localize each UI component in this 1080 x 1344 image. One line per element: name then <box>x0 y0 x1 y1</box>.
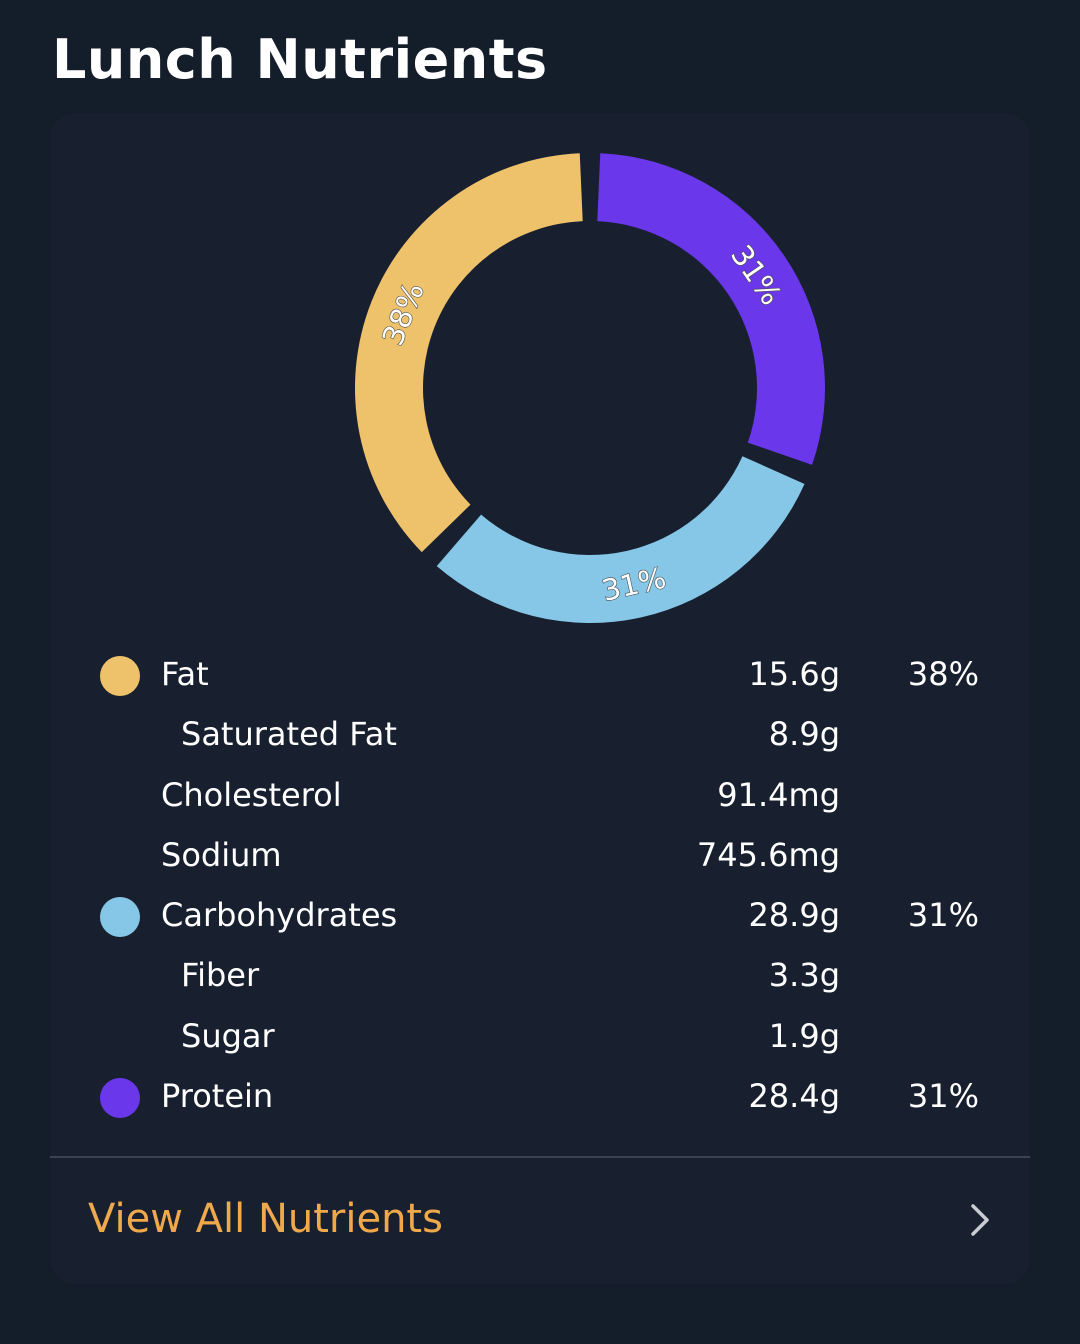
nutrient-row-saturated-fat: Saturated Fat 8.9g <box>50 705 1030 765</box>
nutrient-row-cholesterol: Cholesterol 91.4mg <box>50 766 1030 826</box>
nutrient-percent: 31% <box>907 1077 979 1116</box>
nutrient-percent: 31% <box>907 896 979 935</box>
donut-slice-carbohydrates <box>436 456 805 623</box>
page-title: Lunch Nutrients <box>52 28 548 91</box>
nutrient-name: Protein <box>161 1077 274 1116</box>
nutrient-row-fat: Fat 15.6g 38% <box>50 645 1030 705</box>
nutrient-name: Carbohydrates <box>161 896 398 935</box>
nutrient-amount: 745.6mg <box>696 835 840 874</box>
nutrient-amount: 91.4mg <box>717 775 840 814</box>
nutrient-name: Fat <box>161 655 209 693</box>
protein-color-dot <box>100 1078 140 1119</box>
nutrient-amount: 1.9g <box>768 1016 840 1055</box>
chevron-right-icon <box>971 1204 989 1236</box>
nutrient-row-sugar: Sugar 1.9g <box>50 1007 1030 1067</box>
carbohydrates-color-dot <box>100 897 140 938</box>
donut-slice-protein <box>597 153 825 465</box>
nutrient-list: Fat 15.6g 38% Saturated Fat 8.9g Cholest… <box>50 645 1030 1127</box>
nutrient-name: Sodium <box>161 835 282 874</box>
nutrient-amount: 28.4g <box>748 1077 840 1116</box>
nutrient-row-sodium: Sodium 745.6mg <box>50 826 1030 886</box>
nutrient-name: Cholesterol <box>161 775 342 814</box>
donut-slice-fat <box>355 153 583 553</box>
fat-color-dot <box>100 656 140 696</box>
nutrients-card: 31% 31% 38% Fat 15.6g 38% Saturated Fat 8.… <box>50 113 1030 1284</box>
nutrient-row-fiber: Fiber 3.3g <box>50 946 1030 1006</box>
nutrient-amount: 28.9g <box>748 896 840 935</box>
nutrient-amount: 15.6g <box>748 655 840 693</box>
nutrient-row-protein: Protein 28.4g 31% <box>50 1067 1030 1127</box>
nutrient-percent: 38% <box>907 655 979 693</box>
nutrient-name: Fiber <box>181 956 260 995</box>
nutrient-row-carbohydrates: Carbohydrates 28.9g 31% <box>50 886 1030 946</box>
view-all-nutrients-label: View All Nutrients <box>88 1196 443 1242</box>
view-all-nutrients-link[interactable]: View All Nutrients <box>50 1158 1030 1284</box>
nutrient-name: Saturated Fat <box>181 715 397 754</box>
nutrient-name: Sugar <box>181 1016 275 1055</box>
macro-donut-chart: 31%31%38% <box>355 153 825 623</box>
nutrient-amount: 3.3g <box>768 956 840 995</box>
divider <box>50 1156 1030 1158</box>
nutrient-amount: 8.9g <box>768 715 840 754</box>
